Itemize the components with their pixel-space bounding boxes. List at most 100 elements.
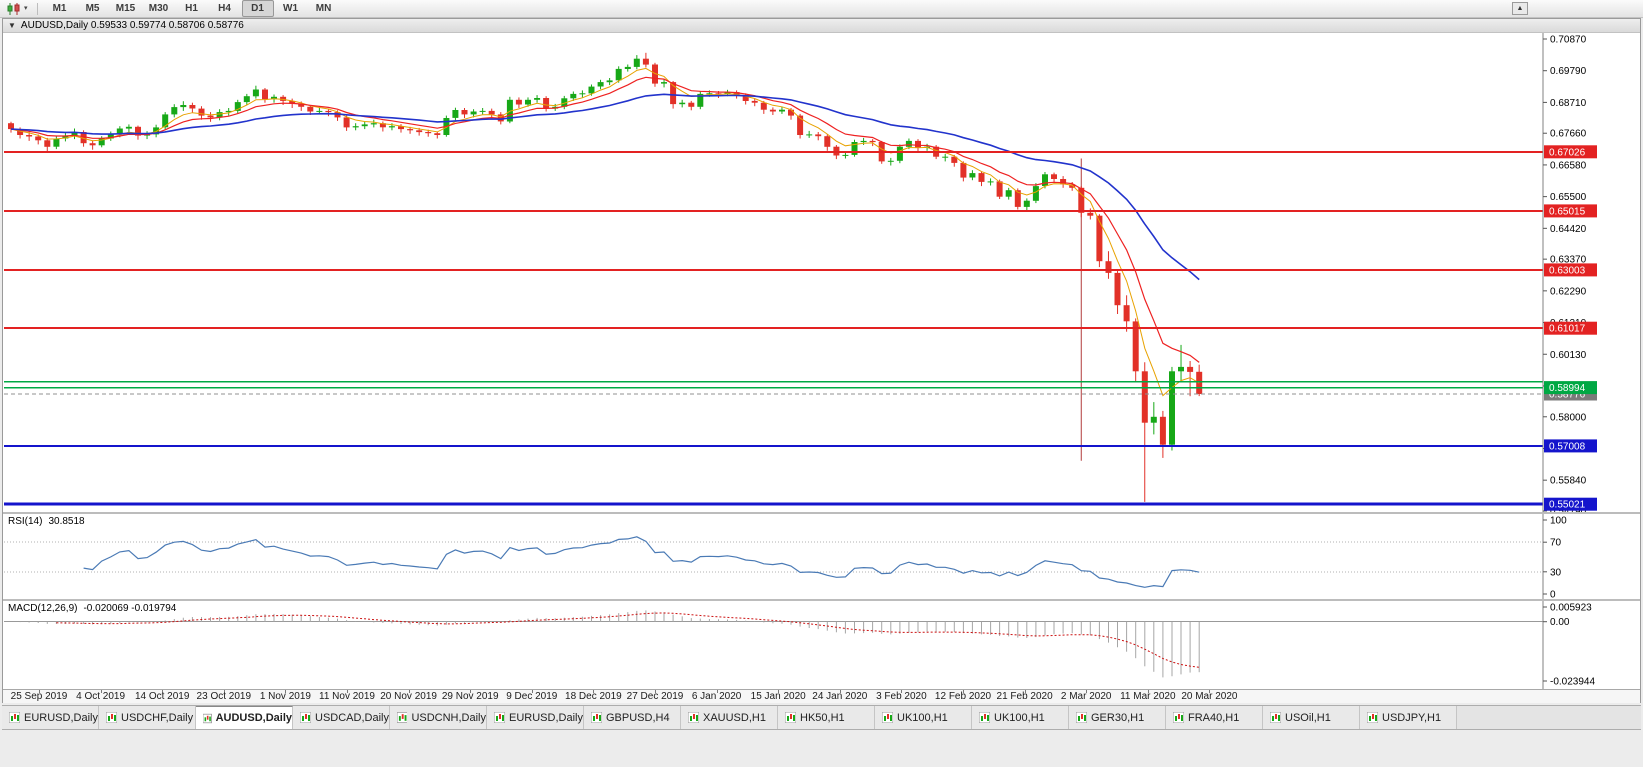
date-axis[interactable]: 25 Sep 2019 4 Oct 2019 14 Oct 2019 23 Oct 2… (3, 690, 1640, 703)
chart-tab-ger30-h1[interactable]: GER30,H1 (1069, 706, 1166, 729)
date-tick-mark (531, 690, 533, 693)
date-label: 21 Feb 2020 (996, 691, 1053, 702)
date-label: 9 Dec 2019 (506, 691, 558, 702)
tab-label: UK100,H1 (897, 711, 948, 724)
pane-separator[interactable] (3, 599, 1640, 601)
tab-label: USDCAD,Daily (315, 711, 389, 724)
date-tick-mark (901, 690, 903, 693)
rsi-axis[interactable] (1543, 514, 1640, 599)
chart-title-ohlc: AUDUSD,Daily 0.59533 0.59774 0.58706 0.5… (20, 20, 244, 31)
date-label: 1 Nov 2019 (259, 691, 311, 702)
chart-tab-audusd-daily[interactable]: AUDUSD,Daily (196, 706, 293, 729)
timeframe-button-h4[interactable]: H4 (218, 3, 231, 14)
chart-tab-hk50-h1[interactable]: HK50,H1 (778, 706, 875, 729)
svg-text:0.67026: 0.67026 (1549, 147, 1586, 158)
toolbar-separator (36, 2, 38, 15)
chart-tab-gbpusd-h4[interactable]: GBPUSD,H4 (584, 706, 681, 729)
tab-chart-icon (785, 712, 796, 723)
tab-label: USOil,H1 (1285, 711, 1331, 724)
date-label: 29 Nov 2019 (441, 691, 499, 702)
date-label: 20 Nov 2019 (380, 691, 437, 702)
chart-tab-usdchf-daily[interactable]: USDCHF,Daily (99, 706, 196, 729)
tab-chart-icon (1076, 712, 1087, 723)
svg-text:30: 30 (1550, 567, 1562, 578)
chart-tab-xauusd-h1[interactable]: XAUUSD,H1 (681, 706, 778, 729)
date-label: 11 Mar 2020 (1120, 691, 1176, 702)
date-tick-mark (408, 690, 410, 693)
svg-text:0.55021: 0.55021 (1549, 500, 1586, 511)
timeframe-button-mn[interactable]: MN (315, 3, 332, 14)
tab-label: FRA40,H1 (1188, 711, 1240, 724)
pane-separator[interactable] (3, 512, 1640, 514)
tab-label: USDCNH,Daily (411, 711, 486, 724)
chart-tab-eurusd-daily[interactable]: EURUSD,Daily (2, 706, 99, 729)
svg-text:0.69790: 0.69790 (1550, 66, 1587, 77)
date-tick-mark (162, 690, 164, 693)
date-label: 2 Mar 2020 (1060, 691, 1112, 702)
rsi-pane[interactable]: RSI(14) 30.8518 100 70 30 0 (3, 514, 1640, 599)
date-tick-mark (716, 690, 718, 693)
date-label: 27 Dec 2019 (626, 691, 684, 702)
date-label: 14 Oct 2019 (134, 691, 190, 702)
date-label: 12 Feb 2020 (934, 691, 992, 702)
timeframe-button-h1[interactable]: H1 (185, 3, 198, 14)
timeframe-button-m15[interactable]: M15 (115, 3, 136, 14)
chart-tab-usdjpy-h1[interactable]: USDJPY,H1 (1360, 706, 1457, 729)
date-label: 11 Nov 2019 (319, 691, 375, 702)
price-axis[interactable] (1543, 33, 1640, 512)
tab-chart-icon (494, 712, 505, 723)
timeframe-button-w1[interactable]: W1 (283, 3, 299, 14)
svg-text:0.70870: 0.70870 (1550, 35, 1587, 46)
date-tick-mark (655, 690, 656, 693)
tab-chart-icon (979, 712, 990, 723)
svg-text:-0.023944: -0.023944 (1550, 677, 1595, 688)
tab-label: AUDUSD,Daily (215, 712, 292, 724)
timeframe-button-m1[interactable]: M1 (52, 3, 67, 14)
chart-tab-usoil-h1[interactable]: USOil,H1 (1263, 706, 1360, 729)
tab-label: HK50,H1 (800, 711, 845, 724)
tab-chart-icon (882, 712, 893, 723)
date-label: 3 Feb 2020 (876, 691, 927, 702)
tab-chart-icon (1367, 712, 1378, 723)
chart-tab-eurusd-daily[interactable]: EURUSD,Daily (487, 706, 584, 729)
svg-text:0.58994: 0.58994 (1549, 383, 1586, 394)
date-tick-mark (839, 690, 841, 693)
tab-chart-icon (203, 713, 212, 723)
chart-type-button[interactable]: ▾ (4, 1, 31, 17)
tab-label: USDCHF,Daily (121, 711, 194, 724)
tab-chart-icon (106, 712, 117, 723)
chart-tab-usdcad-daily[interactable]: USDCAD,Daily (293, 706, 390, 729)
chart-tab-fra40-h1[interactable]: FRA40,H1 (1166, 706, 1263, 729)
svg-text:0.57008: 0.57008 (1549, 441, 1586, 452)
timeframe-button-m5[interactable]: M5 (85, 3, 100, 14)
macd-axis[interactable] (1543, 601, 1640, 689)
svg-text:70: 70 (1550, 538, 1562, 549)
collapse-chart-icon[interactable]: ▼ (8, 20, 16, 30)
tab-chart-icon (9, 712, 20, 723)
candlestick-chart-icon (7, 2, 20, 15)
chart-window: ▼ AUDUSD,Daily 0.59533 0.59774 0.58706 0… (2, 18, 1641, 703)
svg-text:0.55840: 0.55840 (1550, 476, 1587, 487)
timeframe-button-d1[interactable]: D1 (241, 0, 274, 17)
date-tick-mark (963, 690, 964, 693)
date-tick-mark (1086, 690, 1088, 693)
chart-tab-bar: EURUSD,Daily USDCHF,Daily AUDUSD,Daily USDC… (2, 705, 1641, 730)
chart-tab-usdcnh-daily[interactable]: USDCNH,Daily (390, 706, 487, 729)
tab-label: UK100,H1 (994, 711, 1045, 724)
timeframe-button-m30[interactable]: M30 (148, 3, 169, 14)
svg-text:0.68710: 0.68710 (1550, 98, 1587, 109)
macd-values: -0.020069 -0.019794 (83, 603, 177, 614)
svg-text:0.61017: 0.61017 (1549, 324, 1586, 335)
chart-tab-uk100-h1[interactable]: UK100,H1 (875, 706, 972, 729)
price-pane[interactable]: 0.70870 0.69790 0.68710 0.67660 0.66580 0.655… (3, 33, 1640, 512)
status-area (0, 731, 1643, 767)
scroll-up-button[interactable]: ▲ (1512, 2, 1528, 15)
macd-pane[interactable]: MACD(12,26,9) -0.020069 -0.019794 0.00592… (3, 601, 1640, 689)
date-tick-mark (470, 690, 472, 693)
timeframe-toolbar: ▾ M1 M5 M15 M30 H1 H4 D1 W1 MN ▲ (0, 0, 1643, 18)
date-label: 4 Oct 2019 (76, 691, 126, 702)
date-tick-mark (1024, 690, 1026, 693)
date-tick-mark (223, 690, 225, 693)
chart-tab-uk100-h1[interactable]: UK100,H1 (972, 706, 1069, 729)
date-tick-mark (347, 690, 348, 693)
